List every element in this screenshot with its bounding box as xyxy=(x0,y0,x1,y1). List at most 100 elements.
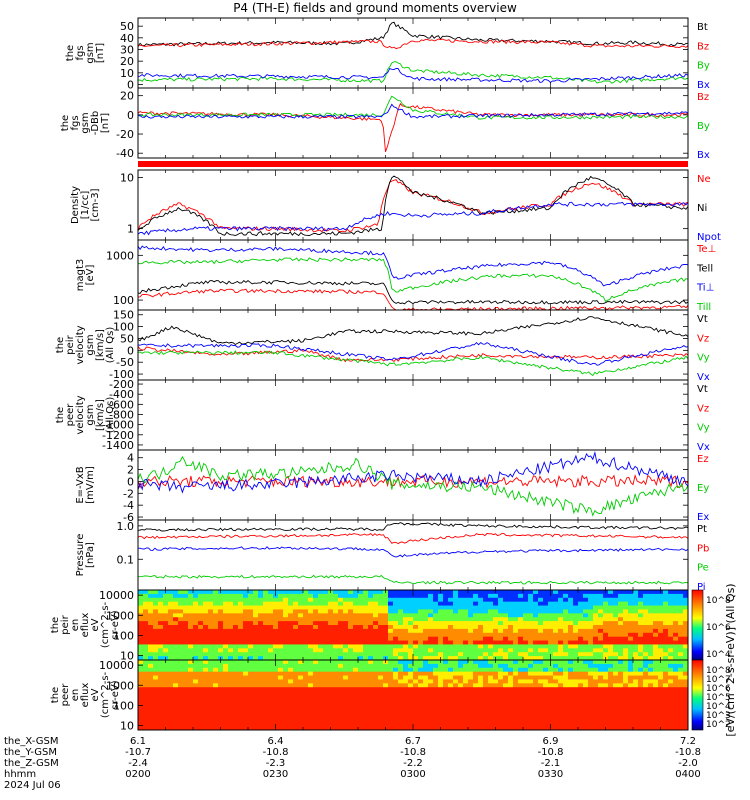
spectrogram-cell xyxy=(153,667,159,673)
spectrogram-cell xyxy=(413,667,419,673)
spectrogram-cell xyxy=(213,695,219,700)
spectrogram-cell xyxy=(473,695,479,700)
spectrogram-cell xyxy=(653,702,659,708)
spectrogram-cell xyxy=(433,652,439,657)
spectrogram-cell xyxy=(538,632,544,638)
spectrogram-cell xyxy=(638,702,644,708)
spectrogram-cell xyxy=(143,601,149,606)
spectrogram-cell xyxy=(423,695,429,700)
spectrogram-cell xyxy=(233,726,239,731)
spectrogram-cell xyxy=(333,695,339,700)
spectrogram-cell xyxy=(528,652,534,657)
spectrogram-cell xyxy=(338,609,344,614)
spectrogram-cell xyxy=(323,722,329,727)
spectrogram-cell xyxy=(203,609,209,614)
spectrogram-cell xyxy=(438,609,444,614)
spectrogram-cell xyxy=(148,636,154,641)
spectrogram-cell xyxy=(528,718,534,723)
spectrogram-cell xyxy=(368,597,374,603)
spectrogram-cell xyxy=(298,656,304,661)
spectrogram-cell xyxy=(218,593,224,599)
spectrogram-cell xyxy=(343,625,349,630)
spectrogram-cell xyxy=(533,710,539,715)
spectrogram-cell xyxy=(448,663,454,669)
spectrogram-cell xyxy=(143,679,149,684)
spectrogram-cell xyxy=(203,625,209,630)
spectrogram-cell xyxy=(438,671,444,676)
spectrogram-cell xyxy=(483,718,489,723)
spectrogram-cell xyxy=(533,605,539,610)
spectrogram-cell xyxy=(563,714,569,719)
spectrogram-cell xyxy=(188,714,194,719)
spectrogram-cell xyxy=(153,679,159,684)
spectrogram-cell xyxy=(138,702,144,708)
spectrogram-cell xyxy=(683,652,689,657)
spectrogram-cell xyxy=(313,636,319,641)
spectrogram-cell xyxy=(353,601,359,606)
spectrogram-cell xyxy=(143,691,149,696)
spectrogram-cell xyxy=(288,640,294,645)
spectrogram-cell xyxy=(433,590,439,595)
spectrogram-cell xyxy=(328,625,334,630)
spectrogram-cell xyxy=(218,613,224,618)
spectrogram-cell xyxy=(308,648,314,653)
spectrogram-cell xyxy=(573,640,579,645)
spectrogram-cell xyxy=(668,597,674,603)
spectrogram-cell xyxy=(473,625,479,630)
spectrogram-cell xyxy=(618,687,624,692)
spectrogram-cell xyxy=(218,636,224,641)
spectrogram-cell xyxy=(223,726,229,731)
spectrogram-cell xyxy=(548,702,554,708)
spectrogram-cell xyxy=(583,648,589,653)
spectrogram-cell xyxy=(578,609,584,614)
spectrogram-cell xyxy=(233,698,239,704)
spectrogram-cell xyxy=(583,656,589,661)
spectrogram-cell xyxy=(533,625,539,630)
spectrogram-cell xyxy=(303,609,309,614)
spectrogram-cell xyxy=(253,710,259,715)
spectrogram-cell xyxy=(413,590,419,595)
spectrogram-cell xyxy=(223,636,229,641)
spectrogram-cell xyxy=(643,621,649,626)
spectrogram-cell xyxy=(578,691,584,696)
spectrogram-cell xyxy=(503,601,509,606)
spectrogram-cell xyxy=(273,628,279,634)
spectrogram-cell xyxy=(353,698,359,704)
spectrogram-cell xyxy=(403,679,409,684)
spectrogram-cell xyxy=(543,648,549,653)
spectrogram-cell xyxy=(183,597,189,603)
spectrogram-cell xyxy=(338,597,344,603)
spectrogram-cell xyxy=(183,718,189,723)
y-axis-label-line: [mV/m] xyxy=(85,466,96,504)
spectrogram-cell xyxy=(158,593,164,599)
spectrogram-cell xyxy=(168,679,174,684)
spectrogram-cell xyxy=(348,644,354,649)
spectrogram-cell xyxy=(418,613,424,618)
spectrogram-cell xyxy=(263,691,269,696)
spectrogram-cell xyxy=(613,601,619,606)
spectrogram-cell xyxy=(228,722,234,727)
spectrogram-cell xyxy=(548,636,554,641)
spectrogram-cell xyxy=(513,698,519,704)
spectrogram-cell xyxy=(538,644,544,649)
spectrogram-cell xyxy=(593,687,599,692)
spectrogram-cell xyxy=(628,660,634,665)
spectrogram-cell xyxy=(368,722,374,727)
spectrogram-cell xyxy=(428,687,434,692)
spectrogram-cell xyxy=(198,726,204,731)
spectrogram-cell xyxy=(643,625,649,630)
spectrogram-cell xyxy=(168,601,174,606)
spectrogram-cell xyxy=(298,722,304,727)
spectrogram-cell xyxy=(303,726,309,731)
spectrogram-cell xyxy=(198,671,204,676)
spectrogram-cell xyxy=(463,698,469,704)
spectrogram-cell xyxy=(453,621,459,626)
spectrogram-cell xyxy=(358,702,364,708)
spectrogram-cell xyxy=(298,679,304,684)
x-annotation-row-label: the_Y-GSM xyxy=(4,747,57,758)
spectrogram-cell xyxy=(408,671,414,676)
spectrogram-cell xyxy=(153,648,159,653)
spectrogram-cell xyxy=(353,706,359,711)
spectrogram-cell xyxy=(653,663,659,669)
